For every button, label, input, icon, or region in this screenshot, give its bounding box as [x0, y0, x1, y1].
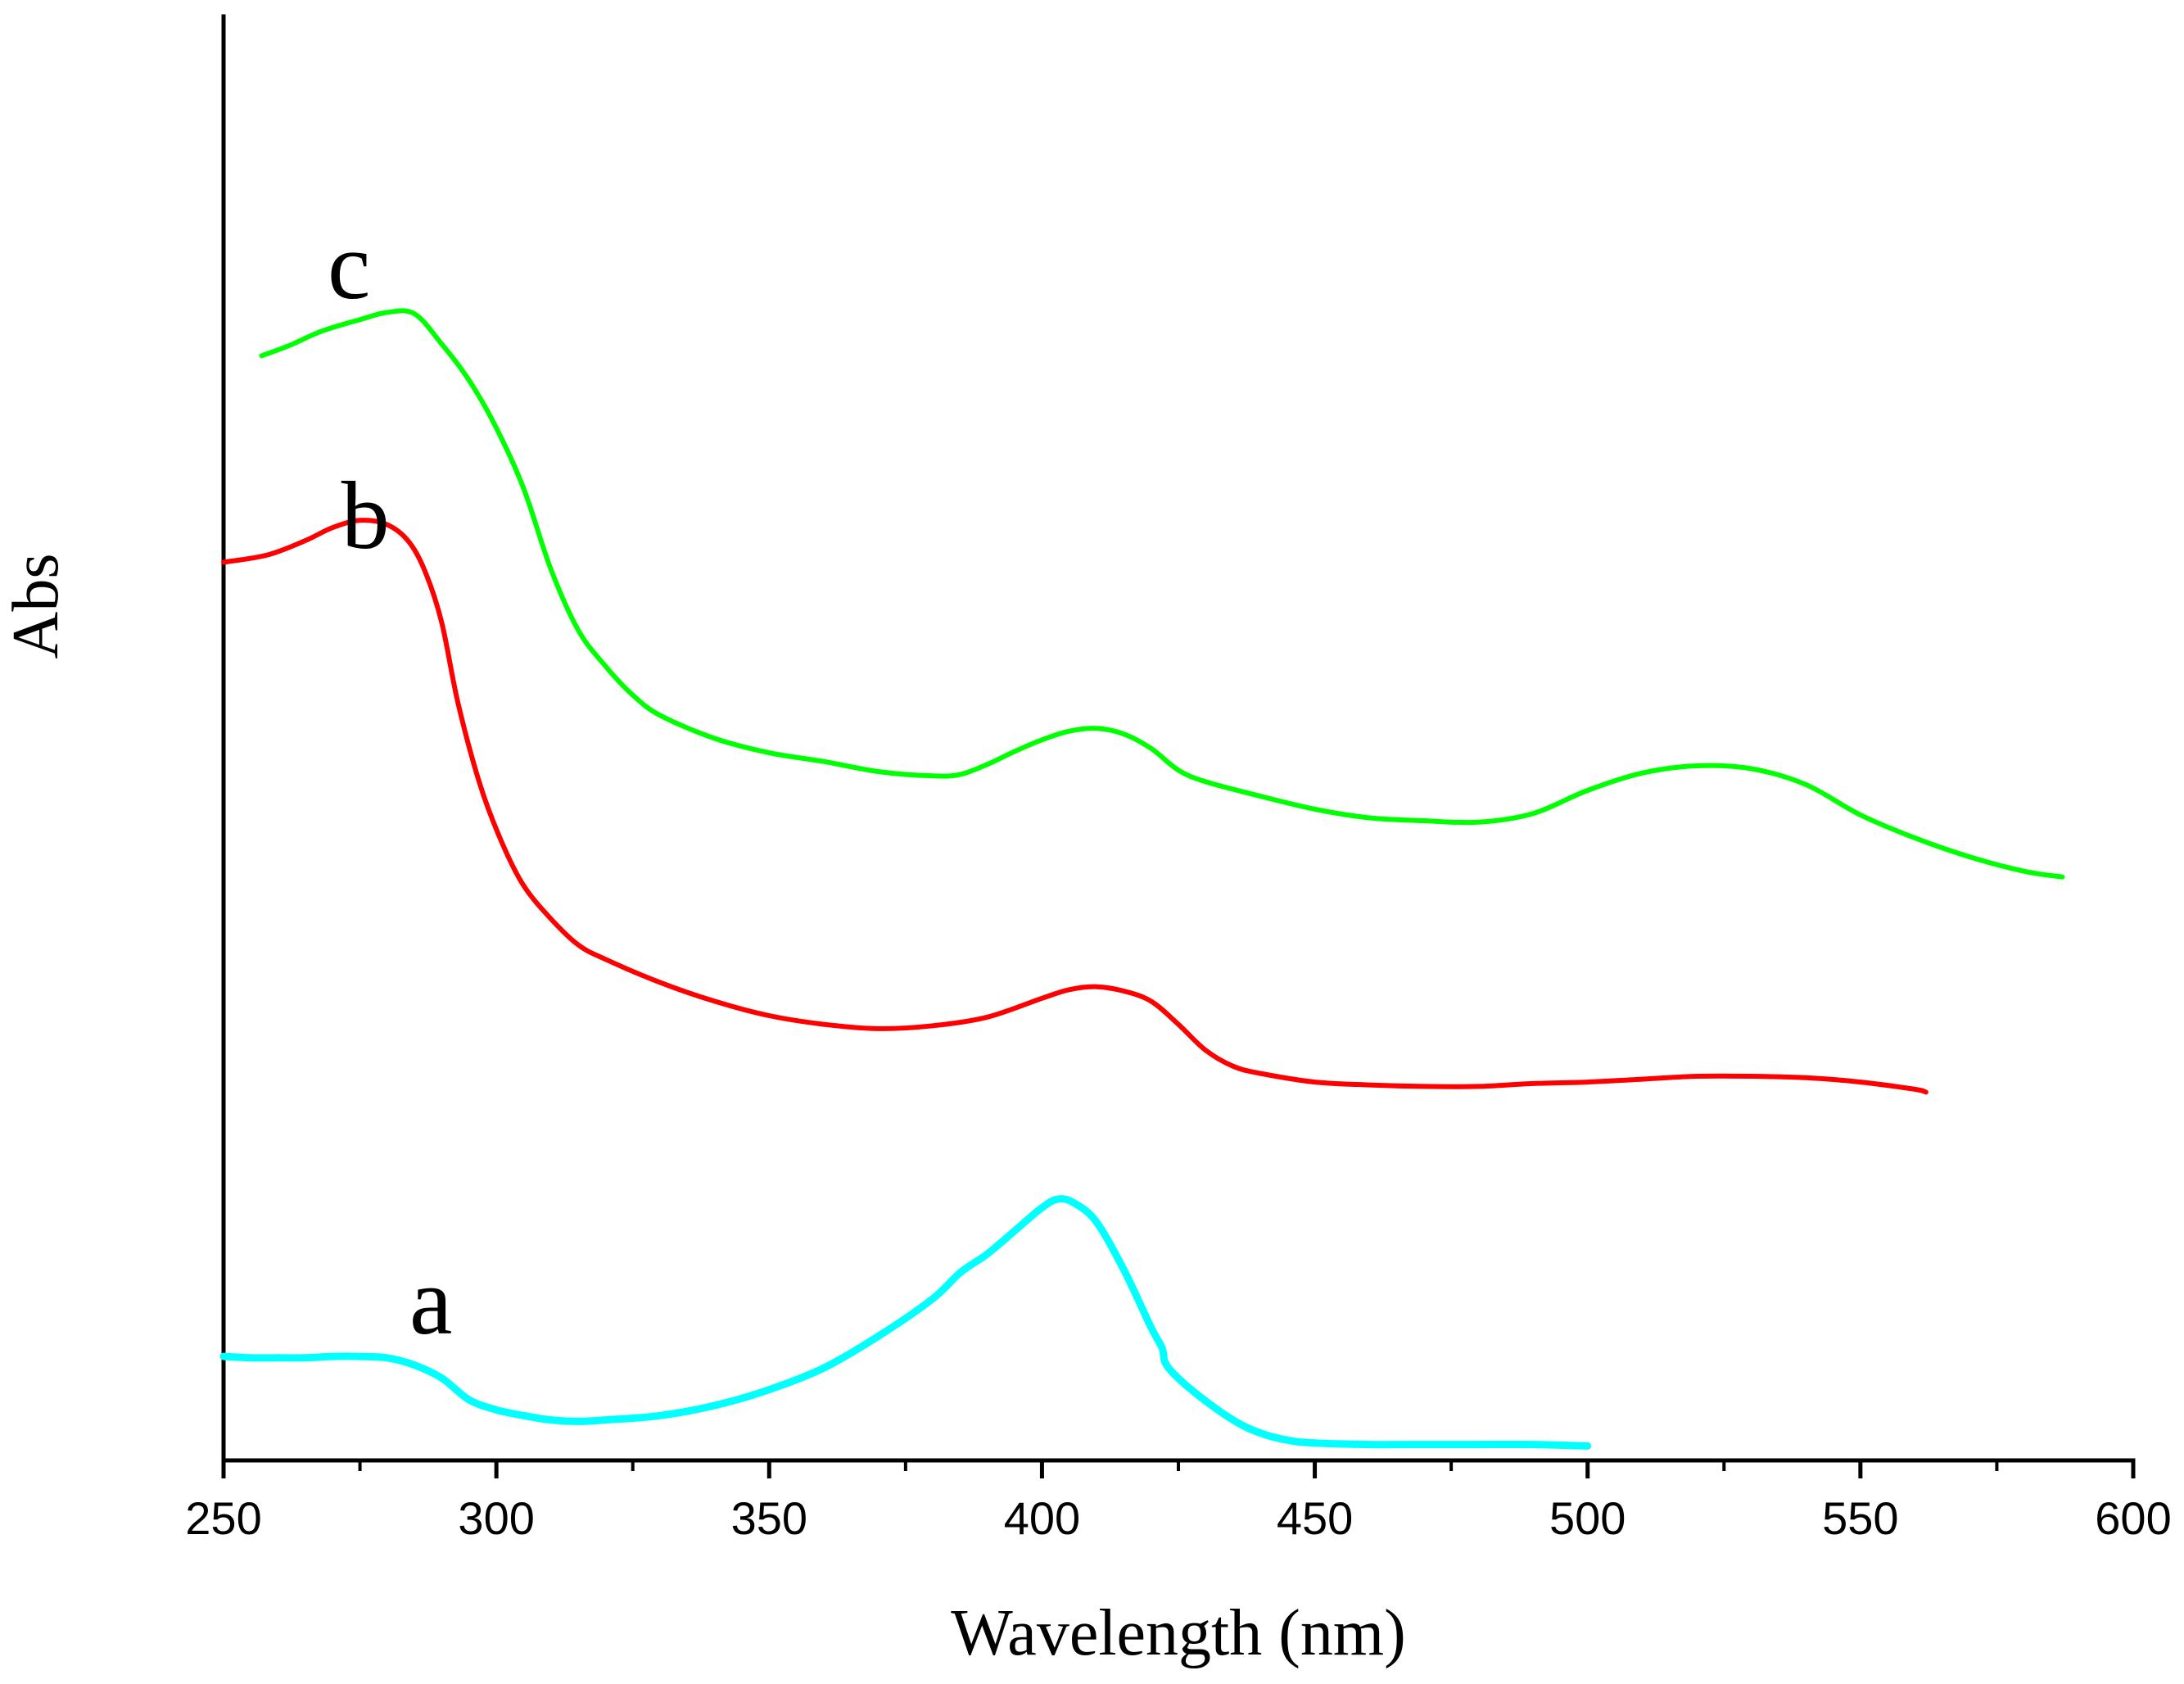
x-tick-label: 600: [2095, 1492, 2171, 1544]
x-axis-title: Wavelength (nm): [951, 1597, 1406, 1669]
x-tick-labels: 250 300 350 400 450 500 550 600: [185, 1492, 2171, 1544]
x-tick-label: 500: [1549, 1492, 1626, 1544]
x-tick-label: 250: [185, 1492, 261, 1544]
x-tick-label: 550: [1822, 1492, 1898, 1544]
series-line-b: [221, 518, 1929, 1095]
series-lines: [219, 308, 2065, 1450]
x-tick-label: 300: [458, 1492, 534, 1544]
series-annotations: a b c: [328, 212, 452, 1355]
y-axis-title: Abs: [0, 554, 72, 659]
x-tick-label: 350: [731, 1492, 807, 1544]
x-tick-label: 400: [1004, 1492, 1080, 1544]
series-line-a: [219, 1195, 1592, 1450]
series-label-c: c: [328, 212, 370, 319]
series-line-c: [259, 308, 2065, 880]
x-tick-label: 450: [1277, 1492, 1353, 1544]
x-ticks: [221, 1460, 2136, 1478]
series-label-b: b: [341, 462, 390, 569]
series-label-a: a: [409, 1247, 452, 1355]
